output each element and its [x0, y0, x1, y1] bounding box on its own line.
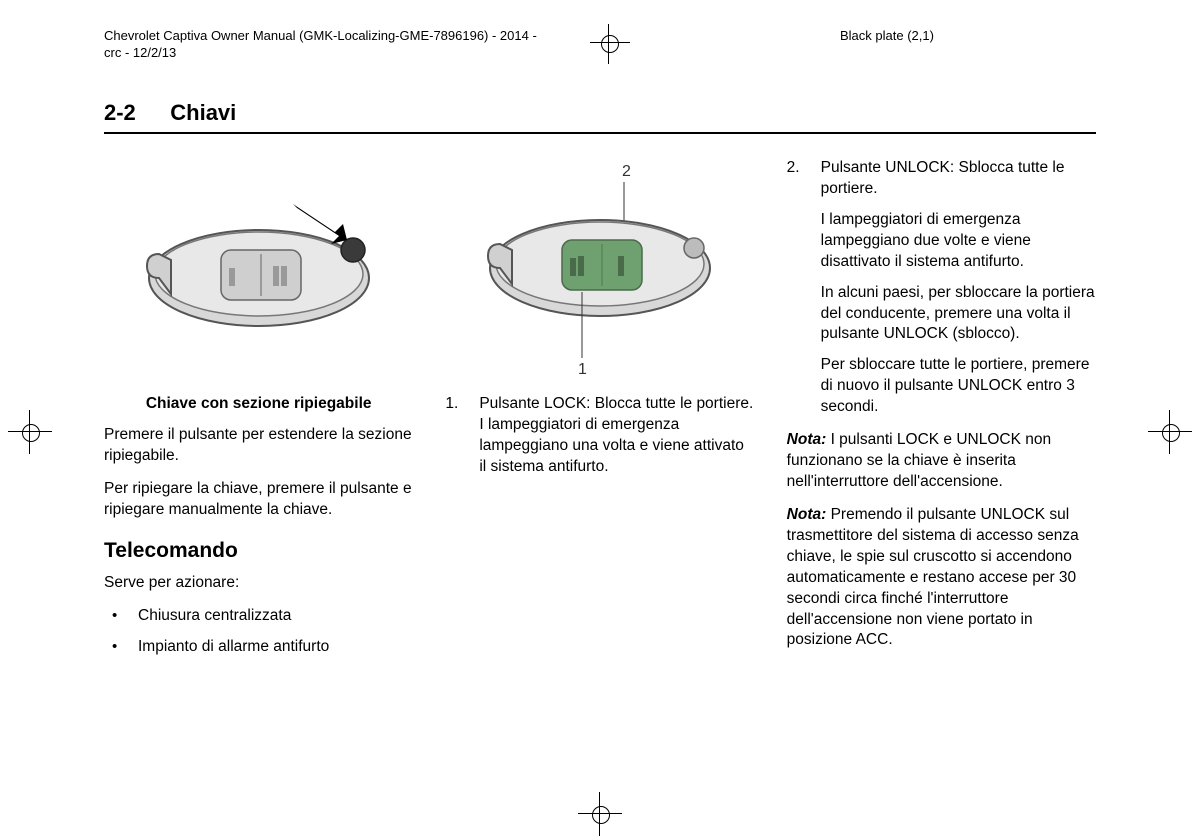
- note-label: Nota:: [787, 506, 827, 523]
- note-text: I pulsanti LOCK e UNLOCK non funzionano …: [787, 431, 1051, 490]
- registration-mark-bottom: [578, 792, 622, 836]
- registration-mark-top: [590, 24, 630, 64]
- bullet-list: Chiusura centralizzata Impianto di allar…: [104, 606, 413, 658]
- figure-key-buttons: 2 1: [445, 158, 754, 378]
- para-serve: Serve per azionare:: [104, 573, 413, 594]
- key-fob-illustration-1: [129, 178, 389, 358]
- note-label: Nota:: [787, 431, 827, 448]
- note-2: Nota: Premendo il pulsante UNLOCK sul tr…: [787, 505, 1096, 651]
- section-title: Chiavi: [170, 100, 236, 125]
- list-item-unlock: 2. Pulsante UNLOCK: Sblocca tutte le por…: [787, 158, 1096, 418]
- registration-mark-left: [8, 410, 52, 454]
- content-columns: Chiave con sezione ripiegabile Premere i…: [104, 158, 1096, 668]
- figure-key-fold: [104, 158, 413, 378]
- item-text-d: Per sbloccare tutte le portiere, premere…: [821, 355, 1096, 418]
- list-item: Chiusura centralizzata: [104, 606, 413, 627]
- section-header: 2-2 Chiavi: [104, 100, 1096, 134]
- numbered-list-col2: 1. Pulsante LOCK: Blocca tutte le portie…: [445, 394, 754, 478]
- para-fold: Per ripiegare la chiave, premere il puls…: [104, 479, 413, 521]
- item-text-a: Pulsante UNLOCK: Sblocca tutte le portie…: [821, 158, 1096, 200]
- item-number: 1.: [445, 394, 458, 415]
- registration-mark-right: [1148, 410, 1192, 454]
- column-3: 2. Pulsante UNLOCK: Sblocca tutte le por…: [787, 158, 1096, 668]
- item-text: Pulsante LOCK: Blocca tutte le portiere.…: [479, 395, 753, 475]
- manual-page: Chevrolet Captiva Owner Manual (GMK-Loca…: [0, 0, 1200, 840]
- item-text-b: I lampeggiatori di emergenza lampeggiano…: [821, 210, 1096, 273]
- note-text: Premendo il pulsante UNLOCK sul trasmett…: [787, 506, 1079, 649]
- key-fob-illustration-2: 2 1: [470, 158, 730, 378]
- callout-label-2: 2: [622, 163, 631, 180]
- header-line1: Chevrolet Captiva Owner Manual (GMK-Loca…: [104, 28, 537, 43]
- item-text-c: In alcuni paesi, per sbloccare la portie…: [821, 283, 1096, 346]
- heading-telecomando: Telecomando: [104, 537, 413, 565]
- header-doc-info: Chevrolet Captiva Owner Manual (GMK-Loca…: [104, 28, 537, 62]
- figure-caption: Chiave con sezione ripiegabile: [104, 394, 413, 415]
- header-line2: crc - 12/2/13: [104, 45, 176, 60]
- column-2: 2 1: [445, 158, 754, 668]
- note-1: Nota: I pulsanti LOCK e UNLOCK non funzi…: [787, 430, 1096, 493]
- section-number: 2-2: [104, 100, 136, 125]
- list-item: Impianto di allarme antifurto: [104, 637, 413, 658]
- callout-label-1: 1: [578, 361, 587, 378]
- column-1: Chiave con sezione ripiegabile Premere i…: [104, 158, 413, 668]
- para-extend: Premere il pulsante per estendere la sez…: [104, 425, 413, 467]
- list-item-lock: 1. Pulsante LOCK: Blocca tutte le portie…: [445, 394, 754, 478]
- numbered-list-col3: 2. Pulsante UNLOCK: Sblocca tutte le por…: [787, 158, 1096, 418]
- item-number: 2.: [787, 158, 800, 179]
- header-plate: Black plate (2,1): [840, 28, 934, 43]
